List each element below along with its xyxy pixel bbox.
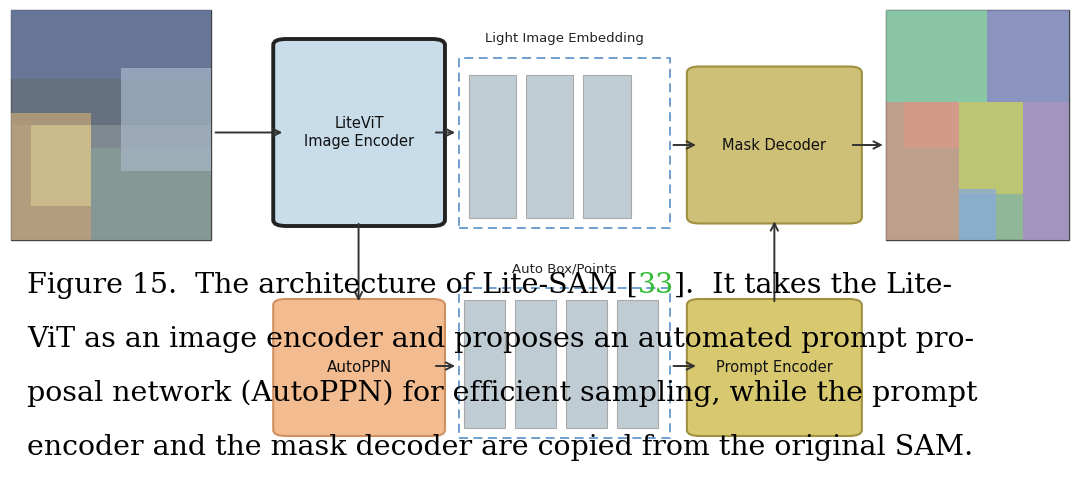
Bar — [886, 10, 1069, 240]
Bar — [1024, 102, 1069, 240]
Text: Prompt Encoder: Prompt Encoder — [716, 360, 833, 375]
Text: 33: 33 — [637, 272, 674, 299]
Bar — [459, 288, 670, 438]
FancyBboxPatch shape — [273, 39, 445, 226]
Text: AutoPPN: AutoPPN — [326, 360, 392, 375]
Text: Mask Decoder: Mask Decoder — [723, 138, 826, 152]
Bar — [617, 300, 658, 428]
FancyBboxPatch shape — [687, 299, 862, 436]
Bar — [91, 148, 211, 240]
Bar — [121, 68, 211, 171]
Bar — [515, 300, 556, 428]
Bar — [583, 75, 631, 218]
Bar — [11, 10, 211, 125]
Text: Figure 15.  The architecture of Lite-SAM [: Figure 15. The architecture of Lite-SAM … — [27, 272, 637, 299]
Bar — [566, 300, 607, 428]
Bar — [30, 125, 91, 206]
Bar — [886, 102, 959, 240]
Bar — [959, 102, 1023, 194]
Bar — [11, 10, 211, 240]
Bar — [11, 114, 91, 240]
Text: ViT as an image encoder and proposes an automated prompt pro-: ViT as an image encoder and proposes an … — [27, 326, 974, 353]
Bar — [464, 300, 505, 428]
Text: Light Image Embedding: Light Image Embedding — [485, 32, 644, 45]
Bar — [886, 10, 987, 102]
FancyBboxPatch shape — [273, 299, 445, 436]
Bar — [526, 75, 573, 218]
Bar — [11, 10, 211, 79]
Bar — [959, 190, 996, 240]
Text: LiteViT
Image Encoder: LiteViT Image Encoder — [305, 116, 414, 148]
Bar — [904, 102, 959, 148]
Bar — [469, 75, 516, 218]
Bar — [459, 58, 670, 228]
Text: Auto Box/Points: Auto Box/Points — [512, 262, 617, 275]
Text: encoder and the mask decoder are copied from the original SAM.: encoder and the mask decoder are copied … — [27, 434, 973, 461]
Text: ].  It takes the Lite-: ]. It takes the Lite- — [674, 272, 951, 299]
Bar — [987, 10, 1069, 102]
FancyBboxPatch shape — [687, 66, 862, 224]
Text: posal network (AutoPPN) for efficient sampling, while the prompt: posal network (AutoPPN) for efficient sa… — [27, 380, 977, 407]
